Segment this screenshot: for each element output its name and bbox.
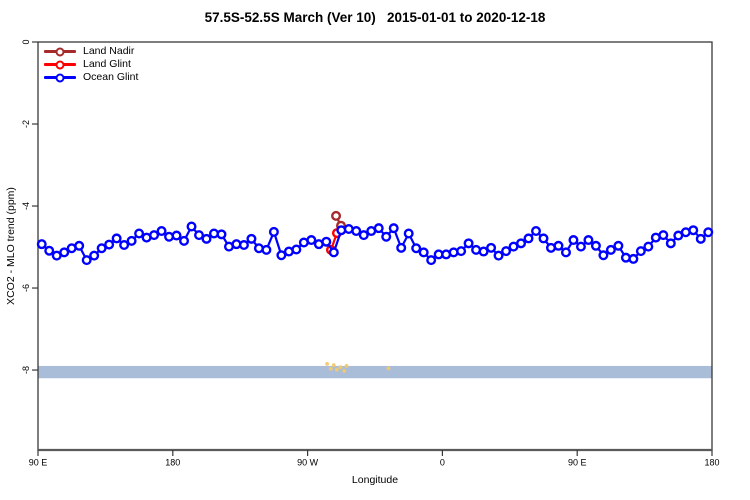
data-point xyxy=(403,228,414,239)
data-point xyxy=(351,226,362,237)
data-point xyxy=(238,239,249,250)
data-point xyxy=(456,246,467,257)
data-point xyxy=(516,238,527,249)
data-point xyxy=(194,230,205,241)
data-point xyxy=(575,241,586,252)
y-tick-label: -2 xyxy=(21,120,31,128)
legend: Land Nadir Land Glint Ocean Glint xyxy=(44,45,138,84)
data-point xyxy=(261,244,272,255)
x-tick-label: 0 xyxy=(440,458,445,468)
x-tick-label: 180 xyxy=(704,458,719,468)
data-point xyxy=(81,255,92,266)
data-point xyxy=(553,240,564,251)
data-point xyxy=(396,242,407,253)
axis-ticks: 90 E 180 90 W 0 90 E 180 0 -2 -4 -6 -8 xyxy=(21,39,720,467)
x-tick-label: 90 E xyxy=(29,458,48,468)
data-point xyxy=(665,238,676,249)
series-ocean-glint xyxy=(36,221,714,266)
data-point xyxy=(96,243,107,254)
x-tick-label: 90 W xyxy=(297,458,319,468)
data-point xyxy=(179,235,190,246)
y-tick-label: 0 xyxy=(21,39,31,44)
data-point xyxy=(149,230,160,241)
data-point xyxy=(501,246,512,257)
data-point xyxy=(126,235,137,246)
data-point xyxy=(276,250,287,261)
data-point xyxy=(156,226,167,237)
land-glint-marker-icon xyxy=(44,59,76,70)
legend-label-land-glint: Land Glint xyxy=(83,58,131,70)
data-point xyxy=(613,240,624,251)
data-point xyxy=(531,226,542,237)
data-point xyxy=(268,226,279,237)
data-point xyxy=(216,229,227,240)
legend-item-land-glint: Land Glint xyxy=(44,58,138,71)
data-point xyxy=(306,235,317,246)
data-point xyxy=(134,228,145,239)
data-point xyxy=(590,240,601,251)
data-point xyxy=(688,225,699,236)
data-point xyxy=(486,242,497,253)
data-point xyxy=(373,223,384,234)
data-point xyxy=(119,239,130,250)
data-point xyxy=(605,244,616,255)
data-point xyxy=(560,247,571,258)
data-point xyxy=(328,247,339,258)
data-point xyxy=(201,233,212,244)
x-axis-title: Longitude xyxy=(351,474,399,486)
data-point xyxy=(493,250,504,261)
data-point xyxy=(74,240,85,251)
data-point xyxy=(658,230,669,241)
x-tick-label: 90 E xyxy=(568,458,587,468)
data-point xyxy=(321,236,332,247)
data-point xyxy=(186,221,197,232)
legend-label-ocean-glint: Ocean Glint xyxy=(83,71,139,83)
legend-item-ocean-glint: Ocean Glint xyxy=(44,71,138,84)
data-point xyxy=(59,247,70,258)
data-point xyxy=(89,250,100,261)
chart-title: 57.5S-52.5S March (Ver 10) 2015-01-01 to… xyxy=(204,10,546,25)
data-point xyxy=(635,246,646,257)
data-point xyxy=(171,230,182,241)
data-point xyxy=(111,233,122,244)
data-point xyxy=(643,241,654,252)
legend-item-land-nadir: Land Nadir xyxy=(44,45,138,58)
data-point xyxy=(381,231,392,242)
data-point xyxy=(331,210,342,221)
data-point xyxy=(568,235,579,246)
ocean-glint-marker-icon xyxy=(44,72,76,83)
data-point xyxy=(104,239,115,250)
data-point xyxy=(628,253,639,264)
y-tick-label: -6 xyxy=(21,284,31,292)
data-point xyxy=(388,223,399,234)
data-point xyxy=(426,255,437,266)
data-point xyxy=(478,246,489,257)
data-point xyxy=(418,247,429,258)
x-tick-label: 180 xyxy=(165,458,180,468)
data-point xyxy=(598,250,609,261)
data-point xyxy=(703,227,714,238)
land-nadir-marker-icon xyxy=(44,46,76,57)
legend-label-land-nadir: Land Nadir xyxy=(83,45,135,57)
data-point xyxy=(695,233,706,244)
data-point xyxy=(463,238,474,249)
data-point xyxy=(523,233,534,244)
data-point xyxy=(411,243,422,254)
data-point xyxy=(583,235,594,246)
data-point xyxy=(538,233,549,244)
y-tick-label: -4 xyxy=(21,202,31,210)
data-point xyxy=(291,244,302,255)
data-point xyxy=(358,230,369,241)
flagged-soundings xyxy=(325,361,391,373)
y-tick-label: -8 xyxy=(21,366,31,374)
data-point xyxy=(246,233,257,244)
data-point xyxy=(36,239,47,250)
data-point xyxy=(44,245,55,256)
reference-band xyxy=(38,365,712,379)
